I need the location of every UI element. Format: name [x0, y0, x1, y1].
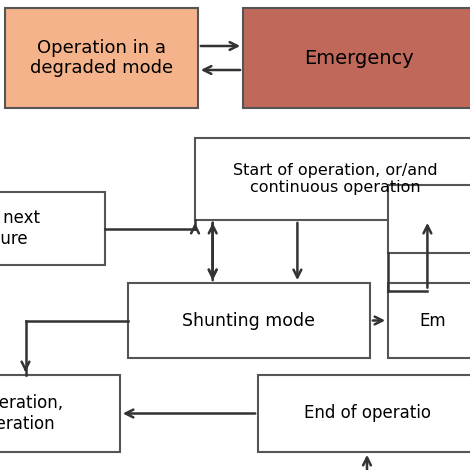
Text: Operation in a
degraded mode: Operation in a degraded mode: [30, 39, 173, 78]
Bar: [258, 375, 470, 452]
Text: Emergency: Emergency: [304, 48, 414, 68]
Text: Em: Em: [420, 312, 446, 329]
Bar: [128, 283, 370, 358]
Text: Start of operation, or/and
continuous operation: Start of operation, or/and continuous op…: [233, 163, 437, 195]
Bar: [0, 375, 120, 452]
Bar: [195, 138, 470, 220]
Text: for next
rture: for next rture: [0, 209, 40, 248]
Text: r operation,
operation: r operation, operation: [0, 394, 63, 433]
Bar: [243, 8, 470, 108]
Text: Shunting mode: Shunting mode: [182, 312, 315, 329]
Text: End of operatio: End of operatio: [304, 405, 431, 423]
Bar: [0, 192, 105, 265]
Bar: [388, 283, 470, 358]
Bar: [388, 185, 470, 253]
Bar: [5, 8, 198, 108]
